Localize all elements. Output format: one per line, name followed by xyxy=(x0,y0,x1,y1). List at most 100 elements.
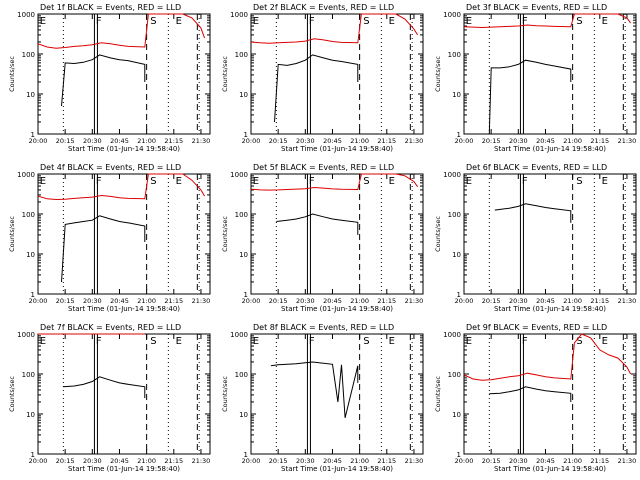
marker-label: E xyxy=(176,336,182,347)
chart-title: Det 7f BLACK = Events, RED = LLD xyxy=(40,323,181,332)
x-axis-label: Start Time (01-Jun-14 19:58:40) xyxy=(494,465,606,473)
marker-label: E xyxy=(389,176,395,187)
x-axis-label: Start Time (01-Jun-14 19:58:40) xyxy=(68,145,180,153)
x-tick-label: 21:30 xyxy=(192,137,211,145)
chart-panel: Det 8f BLACK = Events, RED = LLD 1 10 100 10… xyxy=(221,323,424,473)
chart-panel: Det 4f BLACK = Events, RED = LLD 1 10 100 10… xyxy=(8,163,211,313)
marker-label: S xyxy=(363,16,369,27)
y-tick-label: 1 xyxy=(244,131,248,139)
chart-title: Det 6f BLACK = Events, RED = LLD xyxy=(466,163,607,172)
y-tick-label: 100 xyxy=(235,51,248,59)
x-tick-label: 20:30 xyxy=(509,457,528,465)
x-tick-label: 20:30 xyxy=(296,137,315,145)
y-tick-label: 100 xyxy=(448,371,461,379)
marker-label: S xyxy=(363,336,369,347)
y-tick-label: 1 xyxy=(31,131,35,139)
x-axis-label: Start Time (01-Jun-14 19:58:40) xyxy=(281,305,393,313)
x-tick-label: 21:00 xyxy=(563,297,582,305)
y-tick-label: 10 xyxy=(239,251,248,259)
y-tick-label: 1 xyxy=(457,291,461,299)
x-axis-label: Start Time (01-Jun-14 19:58:40) xyxy=(494,305,606,313)
marker-label: E xyxy=(389,16,395,27)
x-tick-label: 20:15 xyxy=(482,457,501,465)
x-tick-label: 21:15 xyxy=(164,457,183,465)
marker-label: F xyxy=(522,176,528,187)
x-tick-label: 20:00 xyxy=(455,137,474,145)
lld-series-line xyxy=(463,13,632,29)
x-tick-label: 21:15 xyxy=(377,457,396,465)
x-tick-label: 21:30 xyxy=(405,297,424,305)
marker-label: S xyxy=(576,176,582,187)
x-tick-label: 21:15 xyxy=(164,137,183,145)
plot-frame xyxy=(250,13,424,135)
chart-panel: Det 9f BLACK = Events, RED = LLD 1 10 100 10… xyxy=(434,323,637,473)
x-tick-label: 21:00 xyxy=(350,457,369,465)
chart-panel: Det 7f BLACK = Events, RED = LLD 1 10 100 10… xyxy=(8,323,211,473)
marker-label: S xyxy=(150,176,156,187)
marker-label: E xyxy=(602,336,608,347)
chart-panel: Det 6f BLACK = Events, RED = LLD 1 10 100 10… xyxy=(434,163,637,313)
marker-label: E xyxy=(176,176,182,187)
x-tick-label: 21:15 xyxy=(590,297,609,305)
chart-panel: Det 3f BLACK = Events, RED = LLD 1 10 100 10… xyxy=(434,3,637,153)
x-tick-label: 21:15 xyxy=(590,137,609,145)
y-axis-label: Counts/sec xyxy=(8,56,16,92)
x-tick-label: 20:15 xyxy=(482,297,501,305)
marker-label: E xyxy=(253,336,259,347)
y-axis-label: Counts/sec xyxy=(221,376,229,412)
x-tick-label: 20:00 xyxy=(242,297,261,305)
x-axis-label: Start Time (01-Jun-14 19:58:40) xyxy=(68,305,180,313)
events-series-line xyxy=(276,213,359,235)
y-tick-label: 1 xyxy=(457,131,461,139)
marker-label: E xyxy=(602,16,608,27)
x-tick-label: 21:00 xyxy=(137,297,156,305)
events-series-line xyxy=(61,215,146,283)
x-tick-label: 20:15 xyxy=(269,457,288,465)
x-axis-label: Start Time (01-Jun-14 19:58:40) xyxy=(494,145,606,153)
y-tick-label: 10 xyxy=(452,251,461,259)
marker-label: E xyxy=(466,336,472,347)
x-tick-label: 21:30 xyxy=(618,137,637,145)
marker-label: S xyxy=(576,16,582,27)
chart-title: Det 3f BLACK = Events, RED = LLD xyxy=(466,3,607,12)
y-tick-label: 10 xyxy=(452,411,461,419)
y-tick-label: 1 xyxy=(244,451,248,459)
y-tick-label: 1000 xyxy=(230,171,248,179)
x-tick-label: 21:30 xyxy=(192,457,211,465)
chart-title: Det 9f BLACK = Events, RED = LLD xyxy=(466,323,607,332)
events-series-line xyxy=(63,376,146,399)
plot-frame xyxy=(463,173,637,295)
y-tick-label: 1000 xyxy=(17,171,35,179)
y-tick-label: 100 xyxy=(448,51,461,59)
y-axis-label: Counts/sec xyxy=(434,56,442,92)
marker-label: F xyxy=(522,16,528,27)
marker-label: E xyxy=(176,16,182,27)
marker-label: E xyxy=(253,16,259,27)
x-axis-label: Start Time (01-Jun-14 19:58:40) xyxy=(281,145,393,153)
plot-frame xyxy=(250,173,424,295)
events-series-line xyxy=(61,54,146,107)
x-tick-label: 21:30 xyxy=(405,137,424,145)
x-tick-label: 20:45 xyxy=(536,137,555,145)
x-axis-label: Start Time (01-Jun-14 19:58:40) xyxy=(68,465,180,473)
marker-label: E xyxy=(40,336,46,347)
x-tick-label: 21:00 xyxy=(563,137,582,145)
x-tick-label: 20:15 xyxy=(56,457,75,465)
x-tick-label: 21:15 xyxy=(377,137,396,145)
marker-label: F xyxy=(309,176,315,187)
x-tick-label: 20:45 xyxy=(110,297,129,305)
chart-title: Det 2f BLACK = Events, RED = LLD xyxy=(253,3,394,12)
y-tick-label: 1000 xyxy=(17,331,35,339)
chart-title: Det 1f BLACK = Events, RED = LLD xyxy=(40,3,181,12)
x-tick-label: 20:15 xyxy=(56,297,75,305)
marker-label: F xyxy=(522,336,528,347)
x-tick-label: 21:00 xyxy=(137,137,156,145)
x-tick-label: 20:45 xyxy=(323,137,342,145)
x-tick-label: 21:15 xyxy=(164,297,183,305)
y-tick-label: 1000 xyxy=(443,331,461,339)
y-tick-label: 1000 xyxy=(443,11,461,19)
plot-frame xyxy=(250,333,424,455)
x-tick-label: 21:00 xyxy=(137,457,156,465)
events-series-line xyxy=(494,203,572,223)
x-tick-label: 20:15 xyxy=(269,297,288,305)
